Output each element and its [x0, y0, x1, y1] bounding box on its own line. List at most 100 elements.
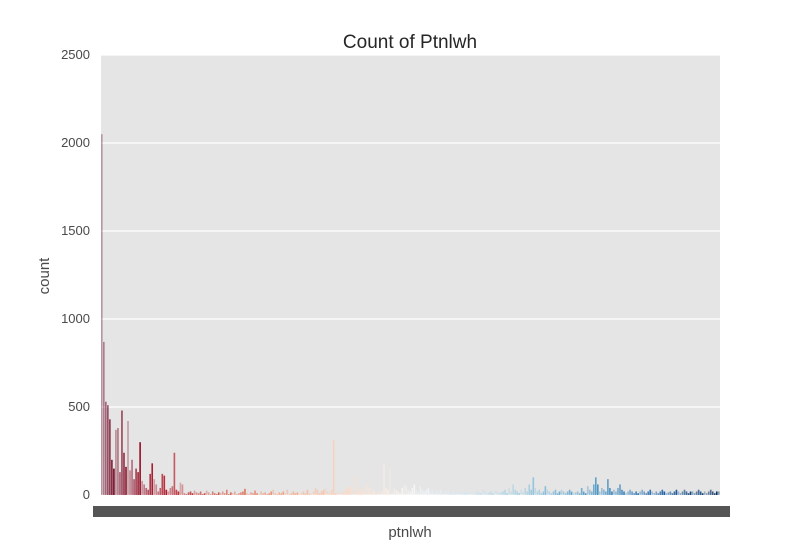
bar	[221, 491, 224, 495]
x-tick-label-band	[93, 506, 730, 517]
bar	[409, 491, 412, 495]
bar	[328, 493, 331, 495]
bar	[568, 489, 571, 495]
bar	[111, 459, 113, 495]
bar	[320, 491, 323, 495]
bar	[502, 491, 504, 495]
bar	[463, 492, 466, 495]
bar	[199, 491, 202, 495]
bar	[562, 491, 565, 495]
bar	[657, 493, 660, 495]
bar	[207, 492, 210, 495]
bar	[391, 491, 393, 495]
bar	[344, 489, 347, 495]
bar	[125, 466, 127, 495]
bar	[500, 492, 502, 495]
bar	[183, 493, 186, 495]
bar	[175, 489, 178, 495]
bar	[552, 491, 555, 495]
bar	[161, 473, 164, 495]
bar	[534, 487, 537, 495]
bar	[594, 477, 597, 495]
bar	[371, 491, 373, 495]
bar	[478, 492, 480, 495]
bar	[332, 440, 335, 495]
y-tick-label: 1500	[61, 223, 90, 238]
bar	[346, 487, 349, 495]
bar	[357, 487, 359, 495]
bar	[542, 491, 545, 495]
bar	[119, 472, 121, 495]
bar	[211, 491, 214, 495]
bar	[510, 491, 512, 495]
bar	[441, 491, 444, 495]
bar	[359, 491, 361, 495]
bar	[597, 484, 599, 495]
bar	[365, 486, 367, 495]
bar	[582, 491, 585, 495]
bar	[252, 493, 254, 495]
bar	[157, 491, 160, 495]
bar	[201, 494, 204, 495]
bar	[661, 489, 664, 495]
bar	[385, 487, 387, 495]
bar	[286, 489, 289, 495]
bar	[149, 473, 151, 495]
bar	[373, 489, 375, 495]
bar	[631, 491, 633, 495]
bar	[276, 494, 279, 495]
bar	[484, 491, 486, 495]
bar	[566, 491, 569, 495]
bar	[300, 493, 303, 495]
bar	[248, 494, 250, 495]
bar	[679, 493, 682, 495]
bar	[465, 491, 468, 495]
bar	[488, 492, 490, 495]
bar	[637, 493, 639, 495]
bar	[693, 493, 696, 495]
bar	[367, 484, 369, 495]
x-axis-label: ptnlwh	[388, 524, 431, 541]
bar	[699, 491, 702, 495]
bar	[671, 493, 674, 495]
x-tick-labels	[93, 506, 730, 517]
bar	[310, 493, 313, 495]
bar	[433, 493, 436, 495]
bar	[717, 491, 720, 495]
bar	[482, 489, 484, 495]
bar	[469, 492, 472, 495]
bar	[603, 489, 605, 495]
bar	[397, 491, 399, 495]
bar	[226, 489, 228, 495]
bar	[504, 489, 506, 495]
bar	[143, 484, 145, 495]
bar	[238, 493, 240, 495]
bar	[250, 492, 252, 495]
bar	[663, 491, 666, 495]
bar	[429, 491, 432, 495]
bar	[492, 493, 494, 495]
bar	[169, 487, 172, 495]
bar	[655, 491, 658, 495]
plot-area	[101, 54, 720, 496]
bar	[673, 491, 676, 495]
bar	[219, 493, 222, 495]
bar	[342, 491, 345, 495]
bar	[461, 493, 464, 495]
plot-background	[101, 55, 720, 495]
bar	[498, 493, 500, 495]
bar	[369, 487, 371, 495]
bar	[713, 493, 716, 495]
bar	[617, 487, 619, 495]
bar	[159, 487, 162, 495]
bar	[449, 493, 452, 495]
y-axis-label: count	[36, 257, 53, 295]
bar	[472, 494, 474, 495]
bar	[316, 489, 319, 495]
bar	[355, 477, 357, 495]
bar	[512, 484, 514, 495]
bar	[592, 484, 595, 495]
bar	[197, 493, 200, 495]
bar	[179, 482, 182, 495]
